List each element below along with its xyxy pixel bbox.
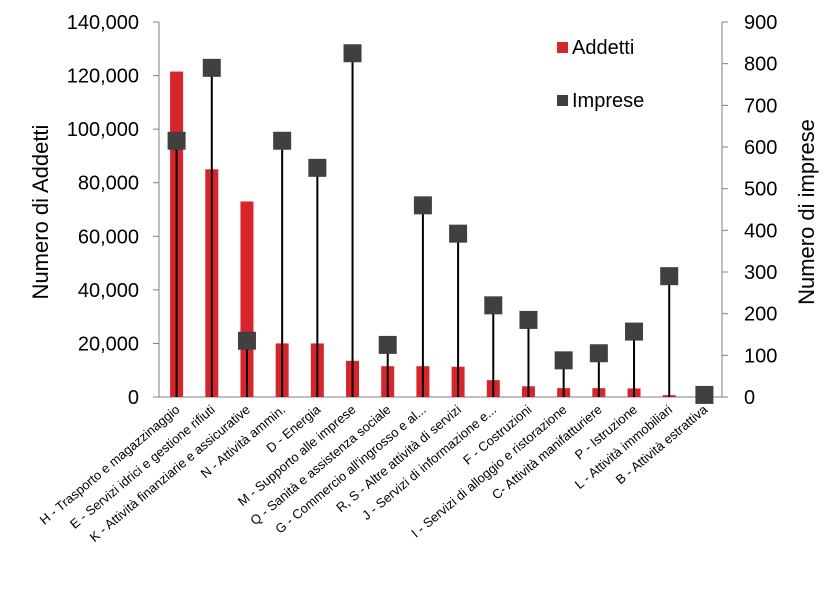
left-tick-label: 60,000: [78, 226, 139, 248]
right-tick-label: 700: [744, 95, 777, 117]
left-tick-label: 0: [128, 387, 139, 409]
left-tick-label: 20,000: [78, 333, 139, 355]
imprese-marker: [625, 322, 644, 341]
right-tick-label: 800: [744, 54, 777, 76]
right-tick-label: 600: [744, 137, 777, 159]
imprese-markers: [167, 44, 714, 404]
legend-swatch-addetti: [557, 42, 568, 53]
imprese-marker: [273, 131, 292, 150]
imprese-marker: [413, 196, 432, 215]
right-tick-label: 0: [744, 387, 755, 409]
imprese-marker: [554, 351, 573, 370]
imprese-marker: [308, 158, 327, 177]
imprese-marker: [589, 344, 608, 363]
category-label: H - Trasporto e magazzinaggio: [37, 402, 183, 528]
imprese-marker: [237, 331, 256, 350]
y2-axis-title: Numero di imprese: [794, 119, 819, 305]
left-tick-label: 40,000: [78, 280, 139, 302]
right-axis: [721, 21, 728, 398]
left-tick-label: 80,000: [78, 173, 139, 195]
right-tick-label: 400: [744, 220, 777, 242]
left-tick-label: 100,000: [67, 119, 139, 141]
imprese-marker: [484, 296, 503, 315]
left-axis: [153, 21, 160, 398]
imprese-marker: [449, 224, 468, 243]
left-tick-label: 140,000: [67, 12, 139, 34]
imprese-marker: [202, 58, 221, 77]
right-tick-label: 900: [744, 12, 777, 34]
right-tick-labels: 0 100 200 300 400 500 600 700 800 900: [744, 12, 777, 409]
imprese-marker: [378, 335, 397, 354]
right-tick-label: 100: [744, 345, 777, 367]
right-tick-label: 500: [744, 179, 777, 201]
left-tick-label: 120,000: [67, 66, 139, 88]
legend-label-addetti: Addetti: [572, 37, 634, 59]
imprese-marker: [660, 267, 679, 286]
imprese-marker: [695, 385, 714, 404]
imprese-marker: [343, 44, 362, 63]
legend-label-imprese: Imprese: [572, 90, 644, 112]
left-tick-labels: 0 20,000 40,000 60,000 80,000 100,000 120,000 1…: [67, 12, 139, 409]
imprese-marker: [519, 310, 538, 329]
legend-swatch-imprese: [557, 95, 568, 106]
y-axis-title: Numero di Addetti: [28, 125, 53, 300]
legend: Addetti Imprese: [557, 37, 644, 112]
imprese-drop-lines: [175, 53, 706, 397]
right-tick-label: 300: [744, 262, 777, 284]
right-tick-label: 200: [744, 304, 777, 326]
category-label: E - Servizi idrici e gestione rifiuti: [67, 402, 218, 532]
imprese-marker: [167, 131, 186, 150]
